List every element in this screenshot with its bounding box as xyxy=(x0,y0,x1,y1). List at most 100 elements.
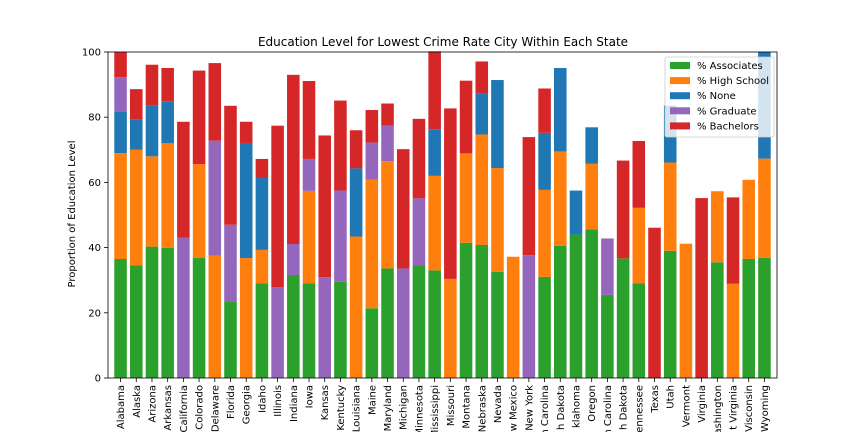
x-tick-label: Minnesota xyxy=(414,385,425,432)
bar-delaware-series-4 xyxy=(208,63,222,141)
bar-south-carolina-series-0 xyxy=(601,294,614,378)
bar-alaska-series-1 xyxy=(129,149,143,266)
bar-wisconsin-series-1 xyxy=(742,179,756,260)
bar-south-dakota-series-0 xyxy=(616,258,630,378)
x-tick-label: w Mexico xyxy=(509,385,520,431)
y-tick-label: 60 xyxy=(88,178,101,189)
bar-arizona-series-0 xyxy=(145,246,159,378)
bar-alabama-series-1 xyxy=(114,153,127,260)
x-tick-label: Louisiana xyxy=(352,385,363,432)
bar-tennessee-series-1 xyxy=(632,207,646,284)
bar-michigan-series-3 xyxy=(396,268,410,378)
bar-virginia-series-4 xyxy=(695,198,708,378)
bar-alabama-series-0 xyxy=(114,259,127,378)
bar-california-series-3 xyxy=(177,237,190,378)
bar-alabama-series-2 xyxy=(114,111,127,154)
bar-iowa-series-4 xyxy=(302,81,316,159)
x-tick-label: Maine xyxy=(367,385,378,415)
bar-nevada-series-1 xyxy=(491,168,504,272)
legend-label: % Associates xyxy=(697,61,763,72)
bar-alaska-series-0 xyxy=(129,265,143,378)
legend-label: % Bachelors xyxy=(697,121,759,132)
bar-texas-series-4 xyxy=(648,227,661,378)
bar-georgia-series-1 xyxy=(239,258,253,378)
bar-alaska-series-4 xyxy=(129,89,143,120)
x-tick-label: ennessee xyxy=(634,385,645,432)
bar-alaska-series-2 xyxy=(129,119,143,150)
bar-california-series-4 xyxy=(177,121,190,238)
bar-kentucky-series-4 xyxy=(334,100,347,191)
x-tick-label: Alaska xyxy=(132,385,143,418)
bar-idaho-series-2 xyxy=(255,177,269,250)
bar-south-carolina-series-3 xyxy=(601,238,614,295)
legend-swatch xyxy=(670,122,690,130)
bar-louisiana-series-4 xyxy=(349,130,363,169)
bar-alabama-series-4 xyxy=(114,52,127,78)
x-tick-label: New York xyxy=(524,385,535,431)
bar-arizona-series-4 xyxy=(145,64,159,106)
bar-wyoming-series-0 xyxy=(758,257,771,378)
x-tick-label: klahoma xyxy=(571,385,582,428)
x-tick-label: Maryland xyxy=(383,385,394,431)
bar-tennessee-series-0 xyxy=(632,283,646,378)
bar-west-virginia-series-4 xyxy=(726,197,740,284)
bar-oregon-series-1 xyxy=(585,163,598,230)
x-tick-label: Nebraska xyxy=(477,385,488,432)
y-tick-label: 20 xyxy=(88,308,101,319)
bar-arkansas-series-4 xyxy=(161,67,174,102)
x-tick-label: n Carolina xyxy=(540,385,551,432)
legend-swatch xyxy=(670,107,690,115)
bars-layer xyxy=(114,51,771,378)
x-tick-label: Arkansas xyxy=(163,385,174,431)
bar-kentucky-series-0 xyxy=(334,281,347,378)
bar-colorado-series-4 xyxy=(192,70,206,165)
axes-layer: 0 20 40 60 80 100 Alabama Alaska Arizona Arkansas… xyxy=(82,48,778,436)
bar-alabama-series-3 xyxy=(114,77,127,112)
bar-florida-series-0 xyxy=(224,301,237,378)
x-tick-label: Delaware xyxy=(210,385,221,432)
bar-mississippi-series-4 xyxy=(428,51,441,130)
bar-north-dakota-series-1 xyxy=(554,151,567,246)
legend-label: % High School xyxy=(697,76,769,87)
bar-north-dakota-series-2 xyxy=(554,67,567,152)
bar-florida-series-4 xyxy=(224,105,237,225)
bar-maine-series-4 xyxy=(365,110,379,143)
plot-frame xyxy=(107,51,778,379)
bar-iowa-series-1 xyxy=(302,190,316,284)
bar-maryland-series-4 xyxy=(381,103,394,126)
bar-north-dakota-series-0 xyxy=(554,245,567,378)
bar-kentucky-series-3 xyxy=(334,190,347,282)
legend-swatch xyxy=(670,62,690,69)
x-tick-label: Virginia xyxy=(697,385,708,423)
x-tick-label: Iowa xyxy=(305,385,316,408)
bar-wyoming-series-1 xyxy=(758,158,771,258)
bar-indiana-series-4 xyxy=(287,74,300,245)
bar-missouri-series-4 xyxy=(444,108,457,279)
y-tick-label: 100 xyxy=(82,48,101,59)
bar-nebraska-series-4 xyxy=(475,61,489,94)
bar-idaho-series-1 xyxy=(255,249,269,284)
bar-idaho-series-0 xyxy=(255,283,269,378)
bar-nevada-series-2 xyxy=(491,80,504,169)
x-tick-label: Michigan xyxy=(399,385,410,430)
legend: % Associates % High School % None % Graduat… xyxy=(664,56,775,138)
bar-maryland-series-3 xyxy=(381,125,394,162)
bar-nevada-series-0 xyxy=(491,271,504,378)
bar-louisiana-series-1 xyxy=(349,236,363,378)
legend-swatch xyxy=(670,92,690,100)
bar-arizona-series-2 xyxy=(145,105,159,157)
bar-maine-series-1 xyxy=(365,179,379,309)
bar-new-york-series-3 xyxy=(522,255,536,378)
y-axis-label: Proportion of Education Level xyxy=(67,141,78,288)
bar-oklahoma-series-0 xyxy=(569,234,583,378)
x-tick-label: Indiana xyxy=(289,385,300,422)
x-tick-label: ashington xyxy=(713,385,724,432)
x-tick-label: Alabama xyxy=(116,385,127,429)
x-tick-label: Mississippi xyxy=(430,385,441,432)
bar-washington-series-0 xyxy=(711,262,724,378)
bar-illinois-series-3 xyxy=(271,287,284,378)
y-tick-label: 40 xyxy=(88,243,101,254)
bar-maine-series-0 xyxy=(365,308,379,378)
chart-title: Education Level for Lowest Crime Rate Ci… xyxy=(258,35,628,49)
